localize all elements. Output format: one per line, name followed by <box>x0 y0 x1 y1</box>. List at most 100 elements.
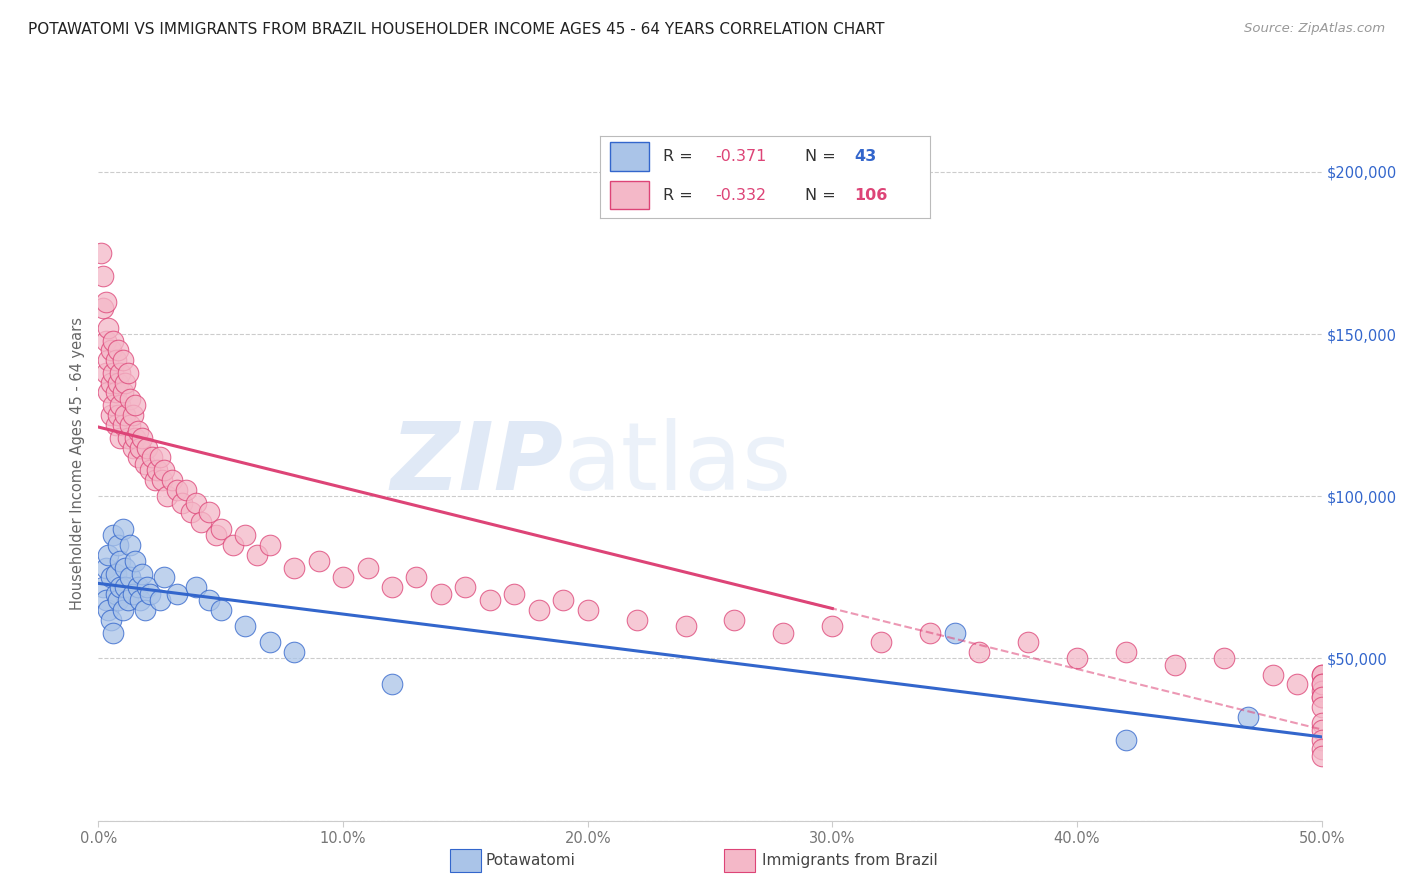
Text: Source: ZipAtlas.com: Source: ZipAtlas.com <box>1244 22 1385 36</box>
Text: N =: N = <box>804 149 841 164</box>
Point <box>127 580 149 594</box>
Point <box>197 506 219 520</box>
Text: Immigrants from Brazil: Immigrants from Brazil <box>762 854 938 868</box>
Point <box>246 548 269 562</box>
Point <box>146 463 169 477</box>
Point <box>190 515 212 529</box>
Point <box>111 353 134 368</box>
Point <box>503 586 526 600</box>
Point <box>150 473 173 487</box>
Point <box>1310 732 1333 747</box>
Point <box>124 431 146 445</box>
Text: 43: 43 <box>855 149 876 164</box>
Text: Potawatomi: Potawatomi <box>485 854 575 868</box>
Point <box>94 334 117 348</box>
Point <box>134 603 156 617</box>
Point <box>675 619 697 633</box>
Point <box>1017 635 1039 649</box>
Point <box>131 567 153 582</box>
Point <box>166 586 188 600</box>
Point <box>124 554 146 568</box>
Point <box>114 408 136 422</box>
Point <box>110 366 132 380</box>
Point <box>180 506 202 520</box>
Point <box>100 613 122 627</box>
Point <box>136 441 159 455</box>
Point <box>121 441 143 455</box>
Point <box>166 483 188 497</box>
Point <box>107 538 129 552</box>
Bar <box>610 181 650 210</box>
Point <box>1310 690 1333 705</box>
Point <box>117 593 139 607</box>
Point <box>1310 677 1333 691</box>
Point <box>772 625 794 640</box>
Point <box>209 522 232 536</box>
Bar <box>610 142 650 171</box>
Point <box>94 294 117 309</box>
Text: POTAWATOMI VS IMMIGRANTS FROM BRAZIL HOUSEHOLDER INCOME AGES 45 - 64 YEARS CORRE: POTAWATOMI VS IMMIGRANTS FROM BRAZIL HOU… <box>28 22 884 37</box>
Point <box>101 366 124 380</box>
Point <box>121 586 143 600</box>
Point <box>141 450 163 465</box>
Text: R =: R = <box>662 187 697 202</box>
Point <box>1310 690 1333 705</box>
Point <box>1066 651 1088 665</box>
Point <box>1310 748 1333 763</box>
Point <box>94 593 117 607</box>
Point <box>870 635 893 649</box>
Point <box>104 353 127 368</box>
Point <box>821 619 844 633</box>
Point <box>156 489 179 503</box>
Point <box>283 560 305 574</box>
Point <box>139 586 162 600</box>
Point <box>553 593 575 607</box>
Point <box>100 408 122 422</box>
Point <box>111 385 134 400</box>
Point <box>454 580 477 594</box>
Point <box>723 613 745 627</box>
Point <box>1237 710 1260 724</box>
Point <box>1310 667 1333 681</box>
Point <box>1115 732 1137 747</box>
Point <box>170 496 193 510</box>
Point <box>91 580 114 594</box>
Point <box>120 417 142 432</box>
Text: ZIP: ZIP <box>391 417 564 510</box>
Point <box>233 619 256 633</box>
Point <box>576 603 599 617</box>
Point <box>117 431 139 445</box>
Point <box>129 593 152 607</box>
Text: atlas: atlas <box>564 417 792 510</box>
Point <box>186 580 208 594</box>
Point <box>1310 742 1333 756</box>
Point <box>107 376 129 390</box>
Point <box>97 548 120 562</box>
Point <box>149 450 172 465</box>
Point <box>527 603 550 617</box>
Text: 106: 106 <box>855 187 887 202</box>
Point <box>143 473 166 487</box>
Point <box>104 586 127 600</box>
Point <box>405 570 427 584</box>
Point <box>153 570 176 584</box>
Point <box>381 580 404 594</box>
Point <box>111 522 134 536</box>
Point <box>233 528 256 542</box>
Point <box>101 528 124 542</box>
Point <box>332 570 354 584</box>
Point <box>153 463 176 477</box>
Point <box>100 376 122 390</box>
Point <box>197 593 219 607</box>
Point <box>1310 684 1333 698</box>
Text: R =: R = <box>662 149 697 164</box>
Point <box>91 301 114 315</box>
Text: -0.332: -0.332 <box>716 187 766 202</box>
Point <box>111 417 134 432</box>
Point <box>104 385 127 400</box>
Point <box>259 635 281 649</box>
Point <box>94 560 117 574</box>
Point <box>1310 723 1333 737</box>
Point <box>107 343 129 358</box>
Point <box>176 483 198 497</box>
